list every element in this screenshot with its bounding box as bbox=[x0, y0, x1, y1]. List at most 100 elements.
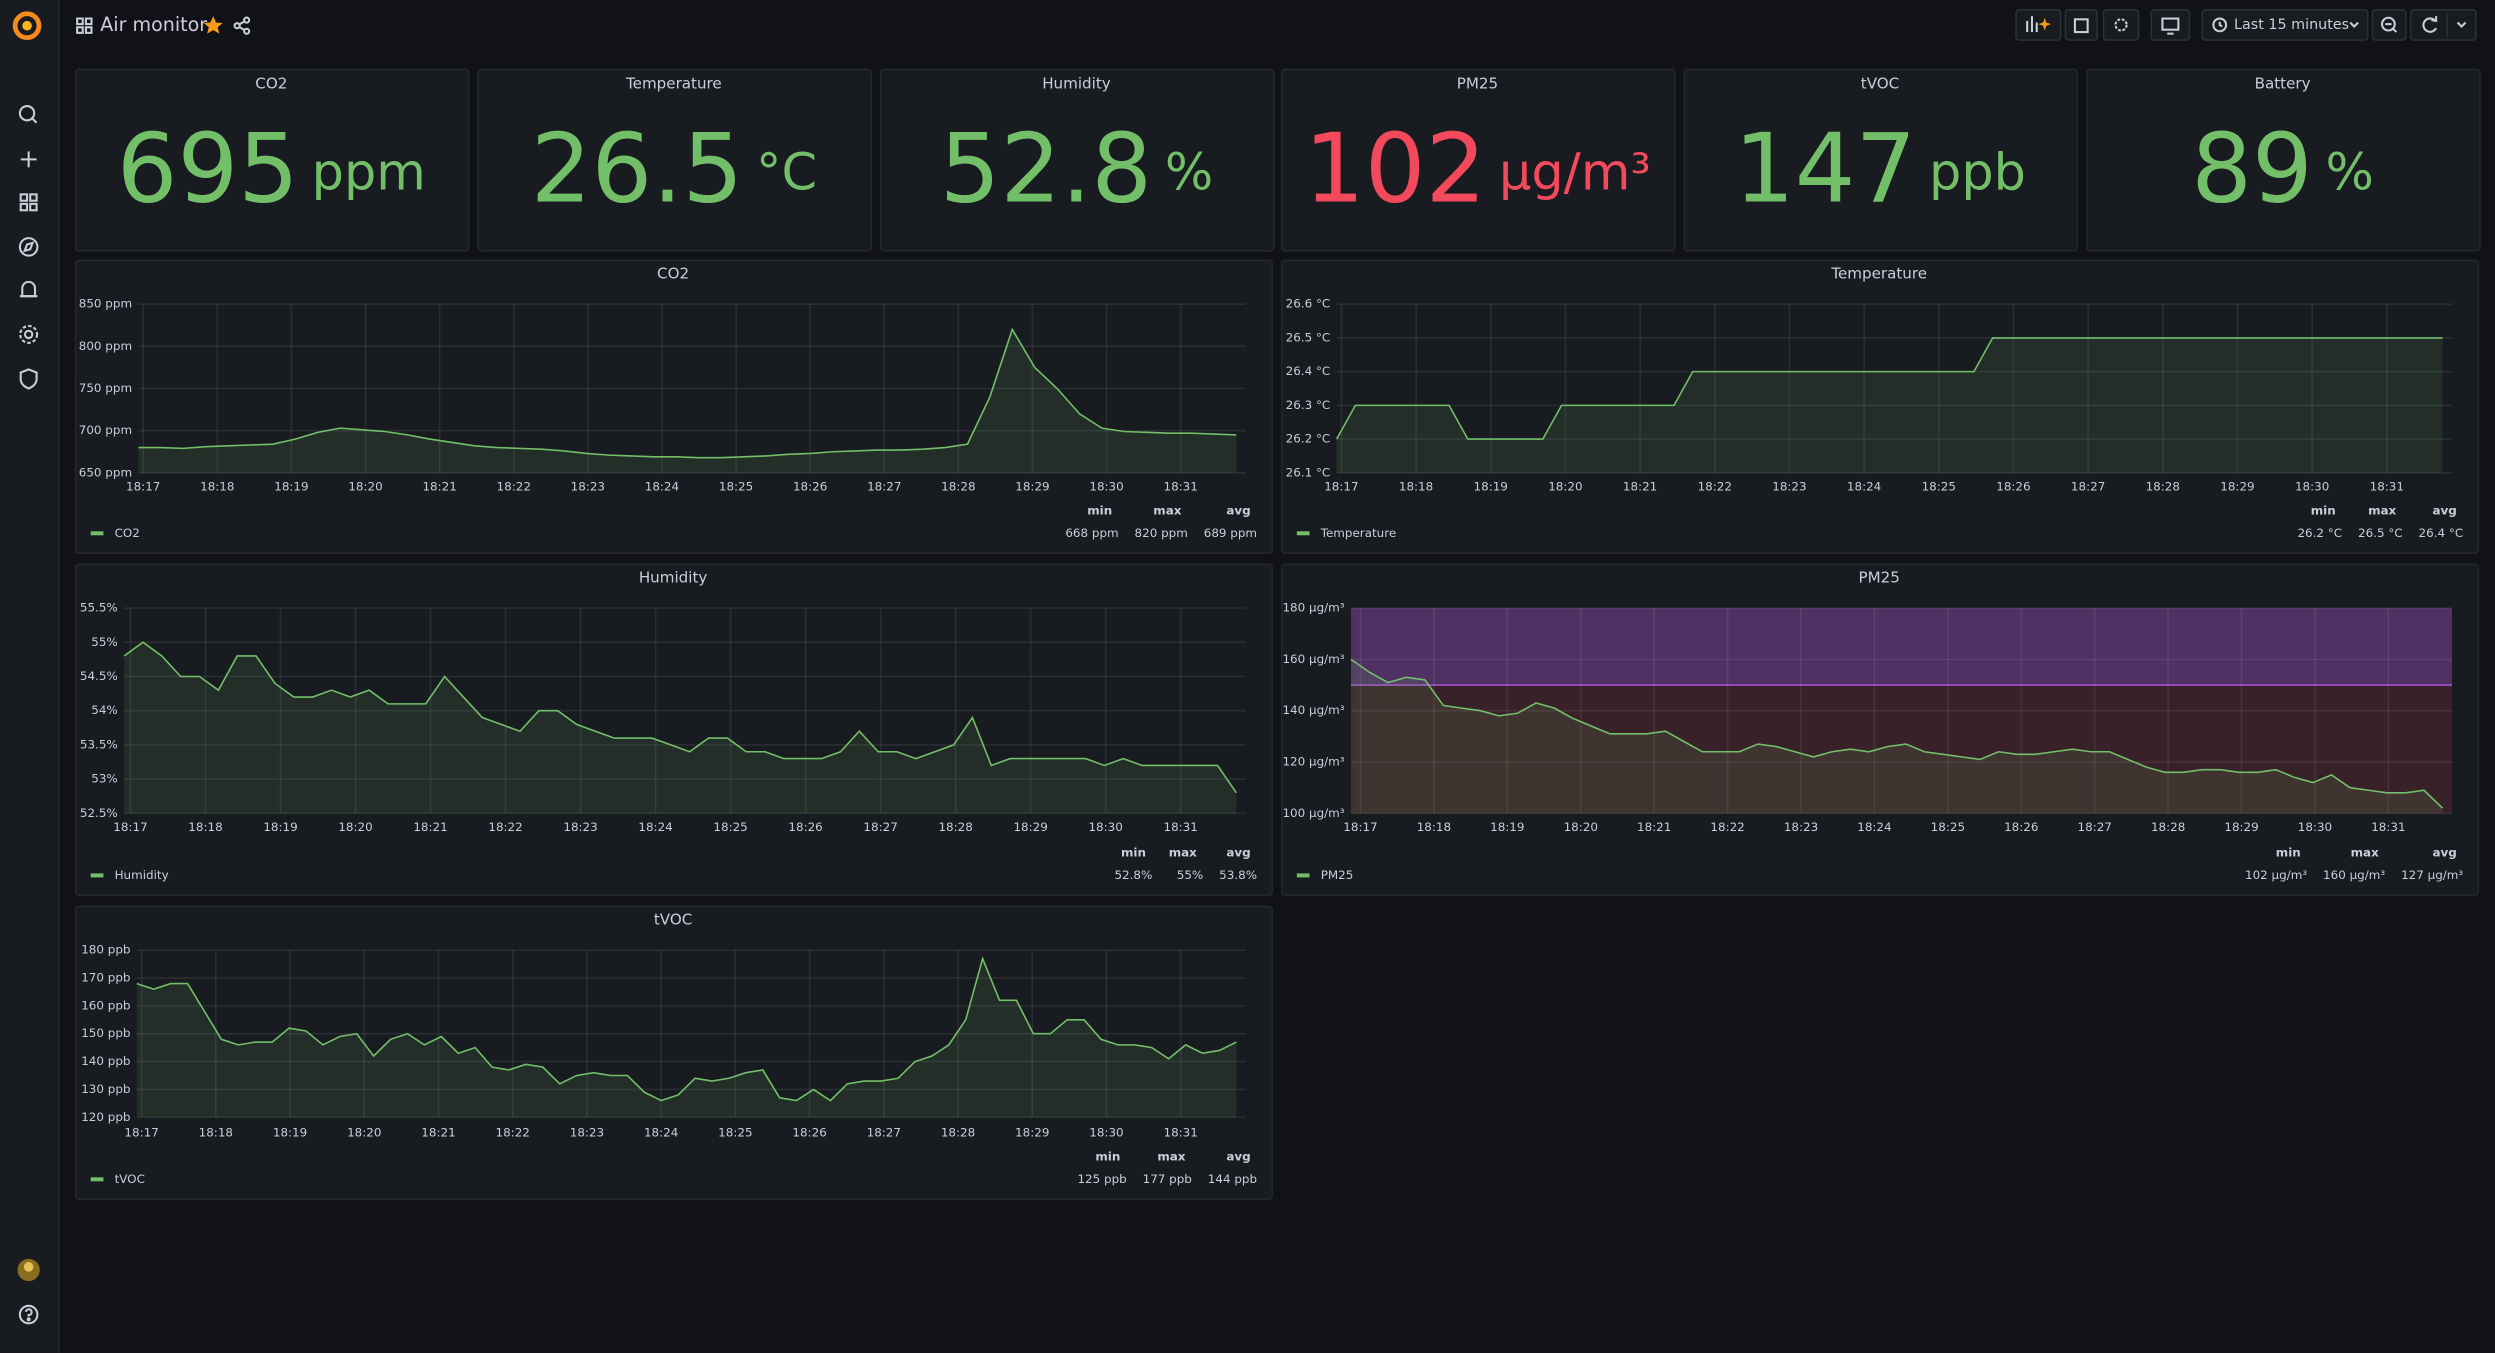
star-icon[interactable] bbox=[203, 16, 223, 34]
series-area bbox=[136, 958, 1237, 1118]
y-tick-label: 26.2 °C bbox=[1286, 432, 1331, 446]
x-tick-label: 18:24 bbox=[638, 820, 672, 834]
panel bbox=[477, 68, 872, 252]
legend-stat-value: 102 µg/m³ bbox=[2245, 868, 2307, 882]
x-tick-label: 18:21 bbox=[1637, 820, 1671, 834]
legend-stat-header: avg bbox=[2432, 504, 2456, 518]
y-tick-label: 750 ppm bbox=[79, 381, 132, 395]
series-line bbox=[1335, 337, 2443, 440]
x-tick-label: 18:17 bbox=[1343, 820, 1377, 834]
share-icon[interactable] bbox=[233, 16, 251, 35]
x-tick-label: 18:20 bbox=[347, 1126, 381, 1140]
y-tick-label: 26.5 °C bbox=[1286, 330, 1331, 344]
x-tick-label: 18:30 bbox=[2298, 820, 2332, 834]
graph-title: CO2 bbox=[657, 264, 689, 282]
legend-stat-header: min bbox=[2311, 504, 2336, 518]
dashboards-icon[interactable] bbox=[19, 193, 38, 212]
x-tick-label: 18:22 bbox=[1710, 820, 1744, 834]
x-tick-label: 18:29 bbox=[1013, 820, 1047, 834]
stat-value: 147 ppb bbox=[1734, 113, 2026, 225]
x-tick-label: 18:31 bbox=[1163, 1126, 1197, 1140]
x-tick-label: 18:30 bbox=[2295, 480, 2329, 494]
y-tick-label: 54% bbox=[91, 703, 118, 717]
x-tick-label: 18:27 bbox=[867, 1126, 901, 1140]
legend-stat-value: 125 ppb bbox=[1077, 1172, 1126, 1186]
x-tick-label: 18:30 bbox=[1088, 820, 1122, 834]
y-tick-label: 26.1 °C bbox=[1286, 465, 1331, 479]
help-icon[interactable] bbox=[18, 1304, 39, 1325]
y-tick-label: 26.6 °C bbox=[1286, 297, 1331, 311]
stat-title: Humidity bbox=[1042, 74, 1111, 92]
y-tick-label: 26.3 °C bbox=[1286, 398, 1331, 412]
x-tick-label: 18:20 bbox=[1548, 480, 1582, 494]
settings-button[interactable] bbox=[2102, 8, 2140, 41]
panel bbox=[74, 563, 1273, 897]
legend-stat-value: 668 ppm bbox=[1065, 526, 1118, 540]
y-tick-label: 100 µg/m³ bbox=[1282, 806, 1344, 820]
series-area bbox=[124, 642, 1237, 814]
x-tick-label: 18:24 bbox=[1847, 480, 1881, 494]
y-tick-label: 800 ppm bbox=[79, 339, 132, 353]
settings-icon[interactable] bbox=[19, 324, 39, 344]
legend-stat-value: 127 µg/m³ bbox=[2401, 868, 2463, 882]
y-tick-label: 52.5% bbox=[80, 806, 118, 820]
legend-stat-value: 26.5 °C bbox=[2358, 526, 2403, 540]
x-tick-label: 18:25 bbox=[1931, 820, 1965, 834]
legend-stat-header: max bbox=[1153, 504, 1181, 518]
x-tick-label: 18:27 bbox=[2071, 480, 2105, 494]
x-tick-label: 18:24 bbox=[645, 480, 679, 494]
stat-value: 695 ppm bbox=[117, 113, 426, 225]
x-tick-label: 18:28 bbox=[941, 480, 975, 494]
x-tick-label: 18:23 bbox=[563, 820, 597, 834]
time-picker[interactable] bbox=[2201, 8, 2369, 41]
legend-stat-value: 26.4 °C bbox=[2419, 526, 2464, 540]
legend-name: Humidity bbox=[115, 868, 169, 882]
legend-stat-value: 26.2 °C bbox=[2297, 526, 2342, 540]
time-range-label[interactable]: Last 15 minutes bbox=[2234, 17, 2349, 33]
tv-mode-button[interactable] bbox=[2150, 8, 2191, 41]
add-panel-button[interactable] bbox=[2015, 8, 2062, 41]
graph-title: tVOC bbox=[654, 910, 692, 928]
x-tick-label: 18:25 bbox=[713, 820, 747, 834]
y-tick-label: 55% bbox=[91, 635, 118, 649]
x-tick-label: 18:23 bbox=[570, 1126, 604, 1140]
panel bbox=[74, 905, 1273, 1201]
stat-number: 147 bbox=[1734, 113, 1916, 225]
x-tick-label: 18:25 bbox=[718, 1126, 752, 1140]
x-tick-label: 18:22 bbox=[488, 820, 522, 834]
y-tick-label: 54.5% bbox=[80, 669, 118, 683]
graph-title: PM25 bbox=[1859, 568, 1900, 586]
legend-stat-header: min bbox=[2276, 846, 2301, 860]
explore-icon[interactable] bbox=[18, 237, 39, 257]
y-tick-label: 180 ppb bbox=[81, 943, 130, 957]
x-tick-label: 18:30 bbox=[1089, 1126, 1123, 1140]
create-icon[interactable] bbox=[20, 151, 37, 168]
threshold-band-above bbox=[1350, 608, 2453, 686]
refresh-button[interactable] bbox=[2409, 8, 2477, 41]
x-tick-label: 18:22 bbox=[496, 1126, 530, 1140]
legend-stat-value: 177 ppb bbox=[1143, 1172, 1192, 1186]
alerting-icon[interactable] bbox=[19, 280, 38, 298]
legend-stat-value: 55% bbox=[1177, 868, 1204, 882]
series-line bbox=[123, 641, 1238, 794]
x-tick-label: 18:28 bbox=[941, 1126, 975, 1140]
x-tick-label: 18:18 bbox=[1399, 480, 1433, 494]
y-tick-label: 140 µg/m³ bbox=[1282, 703, 1344, 717]
y-tick-label: 53% bbox=[91, 772, 118, 786]
legend-stat-value: 689 ppm bbox=[1204, 526, 1257, 540]
legend-stat-header: avg bbox=[1226, 846, 1250, 860]
x-tick-label: 18:22 bbox=[1698, 480, 1732, 494]
search-icon[interactable] bbox=[18, 105, 38, 124]
user-avatar[interactable] bbox=[17, 1258, 40, 1282]
x-tick-label: 18:19 bbox=[263, 820, 297, 834]
save-button[interactable] bbox=[2064, 8, 2098, 41]
shield-icon[interactable] bbox=[19, 368, 38, 390]
y-tick-label: 650 ppm bbox=[79, 465, 132, 479]
dashboard-title[interactable]: Air monitor bbox=[100, 13, 207, 36]
legend-stat-header: min bbox=[1121, 846, 1146, 860]
zoom-out-button[interactable] bbox=[2371, 8, 2407, 41]
graph-title: Temperature bbox=[1830, 264, 1927, 282]
grafana-logo[interactable] bbox=[12, 11, 42, 41]
x-tick-label: 18:20 bbox=[1564, 820, 1598, 834]
y-tick-label: 26.4 °C bbox=[1286, 364, 1331, 378]
